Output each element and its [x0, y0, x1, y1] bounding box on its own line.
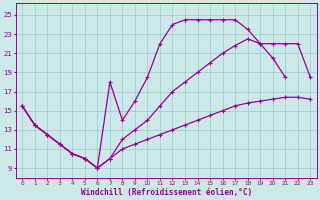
X-axis label: Windchill (Refroidissement éolien,°C): Windchill (Refroidissement éolien,°C) [81, 188, 252, 197]
